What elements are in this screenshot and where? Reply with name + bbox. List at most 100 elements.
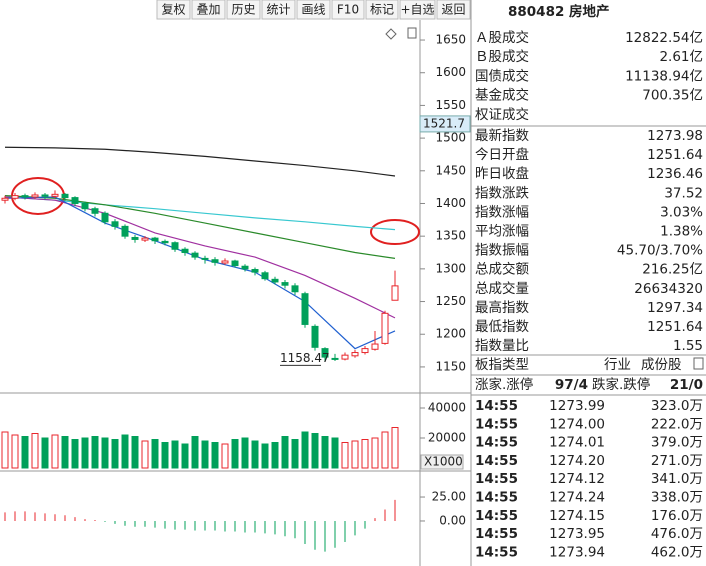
trade-price: 1273.94 xyxy=(549,544,605,560)
trade-time: 14:55 xyxy=(475,398,518,414)
candle-body xyxy=(351,352,359,357)
stat-label: 总成交量 xyxy=(475,280,529,297)
trade-price: 1274.01 xyxy=(549,435,605,451)
volume-bar xyxy=(191,436,199,469)
candle-body xyxy=(61,193,69,199)
candle-body xyxy=(131,236,139,240)
toolbar-button[interactable] xyxy=(156,0,191,20)
y-tick-label: 1500 xyxy=(435,131,466,145)
candle-body xyxy=(141,237,149,241)
unit-label: X1000 xyxy=(424,455,463,469)
volume-bar xyxy=(21,436,29,469)
breadth-label: 跌家.跌停 xyxy=(592,376,650,393)
y-tick-label: 25.00 xyxy=(432,490,466,504)
volume-bar xyxy=(281,436,289,469)
y-tick-label: 1600 xyxy=(435,65,466,79)
volume-bar xyxy=(151,439,159,469)
candle-body xyxy=(281,282,289,286)
volume-bar xyxy=(291,439,299,469)
volume-bar xyxy=(141,440,149,469)
candle-body xyxy=(201,257,209,260)
candle-body xyxy=(111,221,119,227)
volume-bar xyxy=(241,437,249,469)
toolbar-label[interactable]: 返回 xyxy=(441,3,465,17)
candle-body xyxy=(81,202,89,210)
toolbar-label[interactable]: +自选 xyxy=(400,3,434,17)
stat-label: 最低指数 xyxy=(475,319,529,335)
stat-label: 昨日收盘 xyxy=(475,165,529,182)
toolbar-button[interactable] xyxy=(261,0,296,20)
volume-bar xyxy=(331,437,339,469)
candle-body xyxy=(231,260,239,267)
y-tick-label: 0.00 xyxy=(439,513,466,527)
row-label: 国债成交 xyxy=(475,67,529,84)
stat-label: 指数量比 xyxy=(475,338,529,354)
volume-bar xyxy=(381,431,389,469)
candle-body xyxy=(381,312,389,344)
volume-bar xyxy=(321,436,329,469)
volume-bar xyxy=(181,443,189,469)
trade-price: 1274.12 xyxy=(549,471,605,487)
toolbar-label[interactable]: 统计 xyxy=(266,3,290,17)
candle-body xyxy=(301,293,309,325)
trade-time: 14:55 xyxy=(475,435,518,451)
unit-box xyxy=(420,454,464,470)
quote-title: 880482 房地产 xyxy=(508,3,610,20)
candle-body xyxy=(271,278,279,283)
stat-value: 1273.98 xyxy=(647,128,703,144)
y-tick-label: 1300 xyxy=(435,261,466,275)
toolbar-label[interactable]: 复权 xyxy=(161,3,185,17)
candle-body xyxy=(311,325,319,348)
y-tick-label: 1350 xyxy=(435,229,466,243)
candle-body xyxy=(251,269,259,273)
y-tick-label: 40000 xyxy=(428,401,466,415)
toolbar-button[interactable] xyxy=(191,0,226,20)
volume-bar xyxy=(41,437,49,469)
candle-body xyxy=(261,272,269,280)
volume-bar xyxy=(261,443,269,469)
toolbar-label[interactable]: 画线 xyxy=(301,3,325,17)
candle-body xyxy=(291,285,299,293)
toolbar-label[interactable]: 标记 xyxy=(370,3,394,17)
breadth-label: 涨家.涨停 xyxy=(475,376,533,393)
trade-volume: 379.0万 xyxy=(651,435,703,451)
sector-link[interactable]: 成份股 xyxy=(641,357,682,373)
toolbar-button[interactable] xyxy=(296,0,331,20)
toolbar-label[interactable]: F10 xyxy=(337,3,359,17)
volume-bar xyxy=(341,442,349,469)
y-tick-label: 1400 xyxy=(435,196,466,210)
toolbar-label[interactable]: 叠加 xyxy=(196,3,220,17)
toolbar-label[interactable]: 历史 xyxy=(231,3,255,17)
toolbar-button[interactable] xyxy=(226,0,261,20)
volume-bar xyxy=(301,431,309,469)
volume-bar xyxy=(271,442,279,469)
trade-volume: 271.0万 xyxy=(651,453,703,469)
trade-time: 14:55 xyxy=(475,508,518,524)
row-value: 11138.94亿 xyxy=(625,68,703,84)
stat-label: 指数涨幅 xyxy=(475,204,529,220)
ma-line xyxy=(4,146,396,177)
trade-volume: 222.0万 xyxy=(651,416,703,432)
volume-bar xyxy=(101,437,109,469)
toolbar-button[interactable] xyxy=(436,0,471,20)
trade-volume: 341.0万 xyxy=(651,471,703,487)
y-tick-label: 1200 xyxy=(435,327,466,341)
volume-bar xyxy=(11,434,19,469)
trade-price: 1274.00 xyxy=(549,416,605,432)
volume-bar xyxy=(131,436,139,469)
toolbar-button[interactable] xyxy=(365,0,399,20)
volume-bar xyxy=(51,434,59,469)
toolbar-button[interactable] xyxy=(399,0,436,20)
volume-bar xyxy=(231,439,239,469)
stat-label: 指数振幅 xyxy=(475,243,529,259)
candle-body xyxy=(211,259,219,263)
volume-bar xyxy=(161,442,169,469)
sector-value: 行业 xyxy=(604,357,631,373)
volume-bar xyxy=(171,440,179,469)
ma-line xyxy=(4,195,396,259)
toolbar-button[interactable] xyxy=(331,0,365,20)
stat-value: 1297.34 xyxy=(647,300,703,316)
stat-label: 今日开盘 xyxy=(475,146,529,163)
